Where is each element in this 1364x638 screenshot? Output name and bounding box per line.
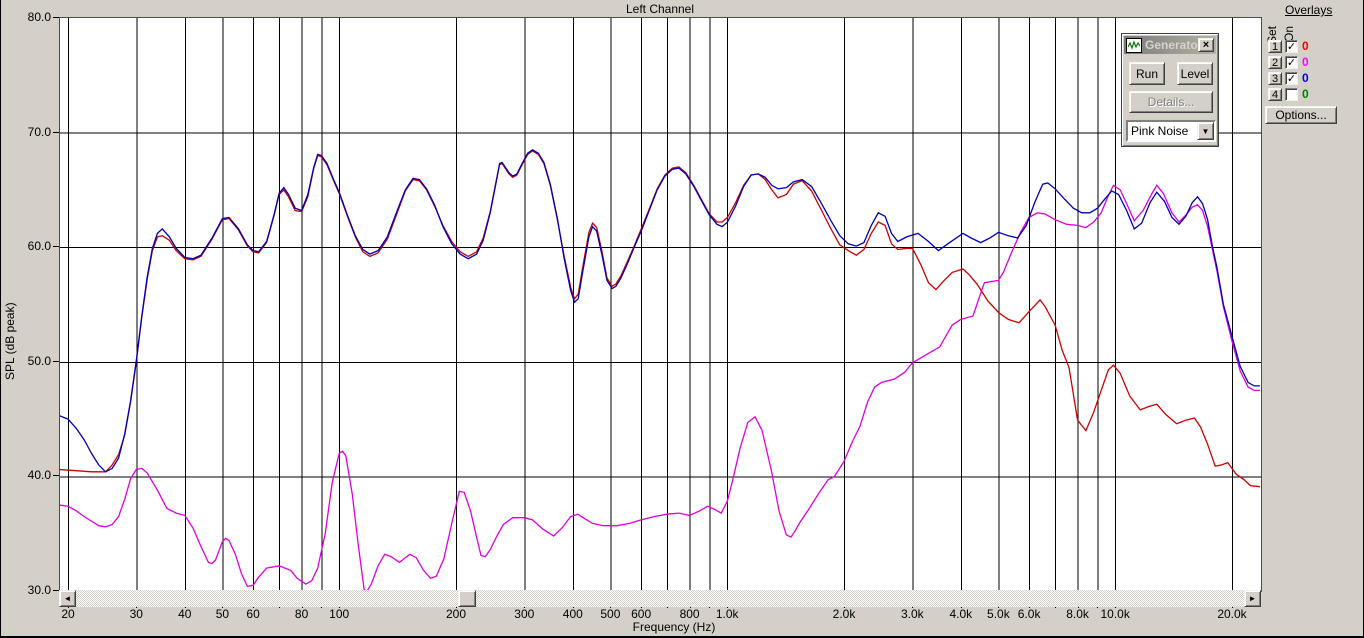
x-tick-label: 8.0k <box>1066 607 1089 621</box>
overlay-set-button-3[interactable]: 3 <box>1268 72 1282 85</box>
y-tick-label: 40.0 <box>27 468 51 483</box>
x-tick-label: 30 <box>129 607 143 621</box>
x-tick-label: 800 <box>679 607 700 621</box>
x-tick-label: 40 <box>178 607 192 621</box>
x-tick-label: 60 <box>246 607 260 621</box>
scrollbar-thumb[interactable] <box>458 590 476 607</box>
y-tick <box>53 360 59 362</box>
overlays-col-on: On <box>1282 25 1296 42</box>
y-axis-title-text: SPL (dB peak) <box>3 302 17 380</box>
right-arrow-icon: ► <box>1248 594 1257 603</box>
x-tick-label: 20.0k <box>1217 607 1247 621</box>
overlay-on-checkbox-4[interactable] <box>1285 88 1298 101</box>
scroll-left-button[interactable]: ◄ <box>59 590 76 607</box>
x-axis-title: Frequency (Hz) <box>632 620 716 634</box>
overlay-on-checkbox-1[interactable]: ✓ <box>1285 40 1298 53</box>
overlay-on-checkbox-2[interactable]: ✓ <box>1285 56 1298 69</box>
x-tick-label: 300 <box>514 607 535 621</box>
plot-area[interactable] <box>59 17 1262 592</box>
y-tick-label: 60.0 <box>27 239 51 254</box>
y-tick-label: 50.0 <box>27 353 51 368</box>
x-tick-label: 20 <box>61 607 75 621</box>
close-icon[interactable]: × <box>1198 38 1214 52</box>
chart-title: Left Channel <box>625 2 695 16</box>
scrollbar-track[interactable] <box>59 590 1261 607</box>
curve-overlay-2-magenta <box>60 184 1260 591</box>
overlay-offset-value-3: 0 <box>1302 71 1309 85</box>
signal-select[interactable]: Pink Noise ▼ <box>1126 120 1216 142</box>
overlay-set-button-4[interactable]: 4 <box>1268 88 1282 101</box>
y-tick <box>53 475 59 477</box>
y-tick-label: 70.0 <box>27 124 51 139</box>
y-tick <box>53 246 59 248</box>
x-tick-label: 400 <box>562 607 583 621</box>
waveform-icon <box>1126 37 1142 53</box>
level-button[interactable]: Level <box>1177 62 1213 85</box>
overlay-offset-value-2: 0 <box>1302 55 1309 69</box>
x-tick-label: 6.0k <box>1017 607 1041 621</box>
y-tick <box>53 17 59 18</box>
chart-canvas[interactable] <box>60 18 1261 591</box>
x-tick-label: 3.0k <box>900 607 924 621</box>
overlay-set-button-2[interactable]: 2 <box>1268 56 1282 69</box>
x-tick-label: 600 <box>631 607 652 621</box>
chevron-down-icon[interactable]: ▼ <box>1197 122 1214 140</box>
curve-overlay-3-blue <box>60 149 1260 473</box>
generator-titlebar[interactable]: Generator × <box>1124 36 1216 54</box>
scroll-right-button[interactable]: ► <box>1244 590 1261 607</box>
x-tick-label: 5.0k <box>987 607 1010 621</box>
x-tick-label: 200 <box>445 607 467 621</box>
left-arrow-icon: ◄ <box>63 594 72 603</box>
x-tick-label: 2.0k <box>832 607 856 621</box>
x-tick-label: 80 <box>294 607 309 621</box>
generator-window: Generator × Run Level Details... Pink No… <box>1121 33 1219 147</box>
x-tick-label: 100 <box>329 607 350 621</box>
run-button[interactable]: Run <box>1129 62 1165 85</box>
curve-overlay-1-red <box>60 150 1260 488</box>
y-tick <box>53 131 59 133</box>
y-tick-label: 80.0 <box>27 10 51 24</box>
options-button[interactable]: Options... <box>1265 106 1337 124</box>
details-button: Details... <box>1129 91 1213 113</box>
overlay-offset-value-4: 0 <box>1302 87 1309 101</box>
horizontal-scrollbar[interactable]: ◄ ► <box>59 590 1261 607</box>
x-tick-label: 50 <box>215 607 230 621</box>
generator-title: Generator <box>1145 38 1198 52</box>
y-tick <box>53 590 59 591</box>
overlays-title[interactable]: Overlays <box>1285 3 1333 17</box>
overlay-on-checkbox-3[interactable]: ✓ <box>1285 72 1298 85</box>
x-tick-label: 10.0k <box>1100 607 1130 621</box>
x-tick-label: 500 <box>600 607 621 621</box>
x-tick-label: 4.0k <box>949 607 973 621</box>
y-tick-label: 30.0 <box>27 583 51 597</box>
overlay-offset-value-1: 0 <box>1302 39 1309 53</box>
overlay-set-button-1[interactable]: 1 <box>1268 40 1282 53</box>
signal-selected-value: Pink Noise <box>1131 124 1189 138</box>
x-tick-label: 1.0k <box>715 607 739 621</box>
